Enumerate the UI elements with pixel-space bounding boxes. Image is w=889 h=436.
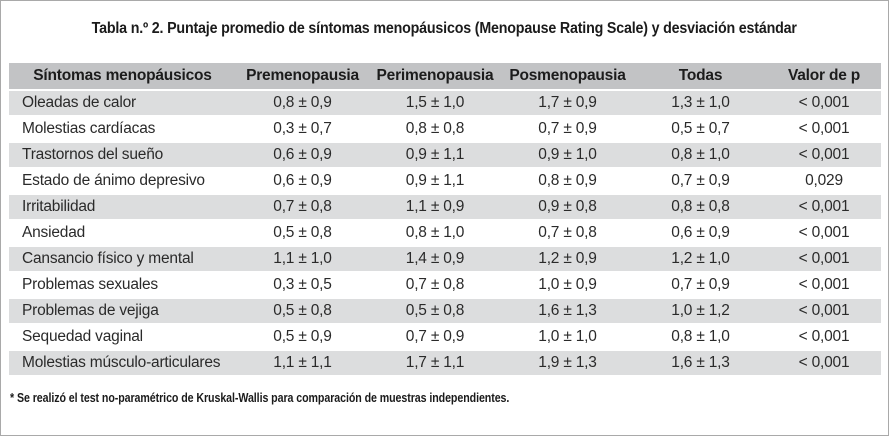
symptom-cell: Problemas de vejiga xyxy=(9,298,236,325)
table-row: Molestias cardíacas 0,3 ± 0,7 0,8 ± 0,8 … xyxy=(9,116,881,143)
posmenopausia-cell: 1,6 ± 1,3 xyxy=(501,298,634,325)
symptom-cell: Problemas sexuales xyxy=(9,272,236,299)
table-row: Cansancio físico y mental 1,1 ± 1,0 1,4 … xyxy=(9,246,881,273)
table-row: Estado de ánimo depresivo 0,6 ± 0,9 0,9 … xyxy=(9,168,881,195)
premenopausia-cell: 0,6 ± 0,9 xyxy=(236,168,369,195)
valor-p-cell: < 0,001 xyxy=(767,220,881,247)
premenopausia-cell: 0,7 ± 0,8 xyxy=(236,194,369,221)
column-header-symptoms: Síntomas menopáusicos xyxy=(9,63,236,91)
posmenopausia-cell: 1,0 ± 1,0 xyxy=(501,324,634,351)
valor-p-cell: < 0,001 xyxy=(767,142,881,169)
posmenopausia-cell: 0,7 ± 0,8 xyxy=(501,220,634,247)
table-row: Molestias músculo-articulares 1,1 ± 1,1 … xyxy=(9,350,881,377)
premenopausia-cell: 0,8 ± 0,9 xyxy=(236,90,369,117)
perimenopausia-cell: 0,7 ± 0,9 xyxy=(369,324,501,351)
premenopausia-cell: 0,5 ± 0,8 xyxy=(236,298,369,325)
posmenopausia-cell: 1,9 ± 1,3 xyxy=(501,350,634,377)
todas-cell: 1,2 ± 1,0 xyxy=(634,246,767,273)
premenopausia-cell: 0,6 ± 0,9 xyxy=(236,142,369,169)
premenopausia-cell: 1,1 ± 1,0 xyxy=(236,246,369,273)
perimenopausia-cell: 0,8 ± 0,8 xyxy=(369,116,501,143)
todas-cell: 1,0 ± 1,2 xyxy=(634,298,767,325)
valor-p-cell: < 0,001 xyxy=(767,90,881,117)
symptom-cell: Ansiedad xyxy=(9,220,236,247)
table-row: Ansiedad 0,5 ± 0,8 0,8 ± 1,0 0,7 ± 0,8 0… xyxy=(9,220,881,247)
valor-p-cell: < 0,001 xyxy=(767,298,881,325)
valor-p-cell: 0,029 xyxy=(767,168,881,195)
posmenopausia-cell: 1,0 ± 0,9 xyxy=(501,272,634,299)
column-header-valor-p: Valor de p xyxy=(767,63,881,91)
menopause-symptoms-table: Síntomas menopáusicos Premenopausia Peri… xyxy=(9,63,881,377)
perimenopausia-cell: 0,7 ± 0,8 xyxy=(369,272,501,299)
todas-cell: 0,7 ± 0,9 xyxy=(634,272,767,299)
valor-p-cell: < 0,001 xyxy=(767,272,881,299)
symptom-cell: Molestias cardíacas xyxy=(9,116,236,143)
perimenopausia-cell: 1,1 ± 0,9 xyxy=(369,194,501,221)
premenopausia-cell: 1,1 ± 1,1 xyxy=(236,350,369,377)
column-header-premenopausia: Premenopausia xyxy=(236,63,369,91)
todas-cell: 1,3 ± 1,0 xyxy=(634,90,767,117)
header-row: Síntomas menopáusicos Premenopausia Peri… xyxy=(9,63,881,91)
table-footnote: * Se realizó el test no-paramétrico de K… xyxy=(10,390,510,405)
premenopausia-cell: 0,5 ± 0,9 xyxy=(236,324,369,351)
todas-cell: 0,8 ± 1,0 xyxy=(634,142,767,169)
table-row: Sequedad vaginal 0,5 ± 0,9 0,7 ± 0,9 1,0… xyxy=(9,324,881,351)
todas-cell: 1,6 ± 1,3 xyxy=(634,350,767,377)
premenopausia-cell: 0,3 ± 0,7 xyxy=(236,116,369,143)
table-body: Oleadas de calor 0,8 ± 0,9 1,5 ± 1,0 1,7… xyxy=(9,90,881,377)
table-row: Problemas sexuales 0,3 ± 0,5 0,7 ± 0,8 1… xyxy=(9,272,881,299)
symptom-cell: Molestias músculo-articulares xyxy=(9,350,236,377)
table-row: Oleadas de calor 0,8 ± 0,9 1,5 ± 1,0 1,7… xyxy=(9,90,881,117)
perimenopausia-cell: 1,5 ± 1,0 xyxy=(369,90,501,117)
posmenopausia-cell: 0,9 ± 1,0 xyxy=(501,142,634,169)
valor-p-cell: < 0,001 xyxy=(767,194,881,221)
column-header-todas: Todas xyxy=(634,63,767,91)
valor-p-cell: < 0,001 xyxy=(767,350,881,377)
perimenopausia-cell: 1,7 ± 1,1 xyxy=(369,350,501,377)
symptom-cell: Sequedad vaginal xyxy=(9,324,236,351)
symptom-cell: Cansancio físico y mental xyxy=(9,246,236,273)
table-row: Irritabilidad 0,7 ± 0,8 1,1 ± 0,9 0,9 ± … xyxy=(9,194,881,221)
todas-cell: 0,8 ± 0,8 xyxy=(634,194,767,221)
perimenopausia-cell: 0,9 ± 1,1 xyxy=(369,142,501,169)
posmenopausia-cell: 0,8 ± 0,9 xyxy=(501,168,634,195)
perimenopausia-cell: 1,4 ± 0,9 xyxy=(369,246,501,273)
todas-cell: 0,8 ± 1,0 xyxy=(634,324,767,351)
posmenopausia-cell: 1,2 ± 0,9 xyxy=(501,246,634,273)
posmenopausia-cell: 1,7 ± 0,9 xyxy=(501,90,634,117)
perimenopausia-cell: 0,5 ± 0,8 xyxy=(369,298,501,325)
table-title-wrap: Tabla n.º 2. Puntaje promedio de síntoma… xyxy=(1,1,888,39)
todas-cell: 0,5 ± 0,7 xyxy=(634,116,767,143)
premenopausia-cell: 0,3 ± 0,5 xyxy=(236,272,369,299)
valor-p-cell: < 0,001 xyxy=(767,324,881,351)
table-title: Tabla n.º 2. Puntaje promedio de síntoma… xyxy=(91,20,798,37)
column-header-posmenopausia: Posmenopausia xyxy=(501,63,634,91)
symptom-cell: Irritabilidad xyxy=(9,194,236,221)
table-row: Problemas de vejiga 0,5 ± 0,8 0,5 ± 0,8 … xyxy=(9,298,881,325)
table-row: Trastornos del sueño 0,6 ± 0,9 0,9 ± 1,1… xyxy=(9,142,881,169)
perimenopausia-cell: 0,9 ± 1,1 xyxy=(369,168,501,195)
todas-cell: 0,6 ± 0,9 xyxy=(634,220,767,247)
premenopausia-cell: 0,5 ± 0,8 xyxy=(236,220,369,247)
symptom-cell: Estado de ánimo depresivo xyxy=(9,168,236,195)
valor-p-cell: < 0,001 xyxy=(767,116,881,143)
posmenopausia-cell: 0,7 ± 0,9 xyxy=(501,116,634,143)
column-header-perimenopausia: Perimenopausia xyxy=(369,63,501,91)
perimenopausia-cell: 0,8 ± 1,0 xyxy=(369,220,501,247)
valor-p-cell: < 0,001 xyxy=(767,246,881,273)
posmenopausia-cell: 0,9 ± 0,8 xyxy=(501,194,634,221)
symptom-cell: Trastornos del sueño xyxy=(9,142,236,169)
todas-cell: 0,7 ± 0,9 xyxy=(634,168,767,195)
symptom-cell: Oleadas de calor xyxy=(9,90,236,117)
